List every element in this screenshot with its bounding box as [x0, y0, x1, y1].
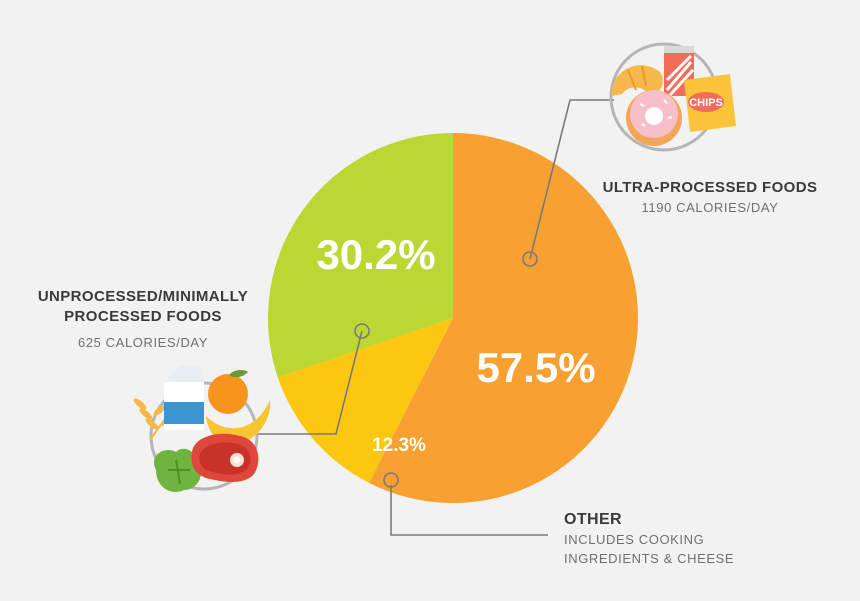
other-description-line-2: INGREDIENTS & CHEESE — [564, 551, 735, 566]
unprocessed-calories: 625 CALORIES/DAY — [77, 335, 209, 350]
slice-label-ultra: 57.5% — [476, 344, 595, 391]
pie-slice-ultra-processed — [369, 133, 638, 503]
croissant-icon — [611, 65, 663, 96]
pie-slice-other — [277, 318, 453, 483]
donut-icon — [626, 90, 682, 146]
whole-foods-illustration — [133, 366, 271, 492]
leader-line-other — [390, 485, 548, 536]
leader-dot-other — [383, 472, 399, 488]
other-label: OTHER INCLUDES COOKING INGREDIENTS & CHE… — [564, 510, 764, 568]
other-description-line-1: INCLUDES COOKING — [564, 532, 705, 547]
slice-label-other: 12.3% — [372, 435, 426, 456]
orange-icon — [208, 370, 248, 414]
unprocessed-title-line-1: UNPROCESSED/MINIMALLY — [37, 288, 249, 305]
unprocessed-label: UNPROCESSED/MINIMALLY PROCESSED FOODS 62… — [28, 287, 258, 352]
chips-label: CHIPS — [689, 97, 723, 109]
leader-line-unprocessed — [258, 330, 363, 435]
ultra-processed-calories: 1190 CALORIES/DAY — [641, 200, 779, 215]
unprocessed-title-line-2: PROCESSED FOODS — [64, 308, 222, 325]
other-title: OTHER — [564, 511, 622, 528]
wheat-icon — [133, 394, 183, 441]
steak-icon — [191, 433, 259, 482]
leader-line-ultra — [529, 99, 614, 260]
ultra-processed-label: ULTRA-PROCESSED FOODS 1190 CALORIES/DAY — [600, 178, 820, 217]
pie-slice-unprocessed — [267, 133, 453, 378]
banana-icon — [206, 400, 271, 444]
lettuce-icon — [154, 448, 201, 492]
chips-bag-icon: CHIPS — [684, 74, 736, 132]
pie-slices — [267, 133, 638, 503]
milk-carton-icon — [164, 366, 204, 430]
leader-dot-unprocessed — [354, 323, 370, 339]
slice-label-unprocessed: 30.2% — [316, 231, 435, 278]
leader-dot-ultra — [522, 251, 538, 267]
leader-lines — [258, 99, 614, 536]
ultra-processed-title: ULTRA-PROCESSED FOODS — [602, 179, 818, 196]
processed-foods-illustration: CHIPS — [609, 42, 736, 152]
